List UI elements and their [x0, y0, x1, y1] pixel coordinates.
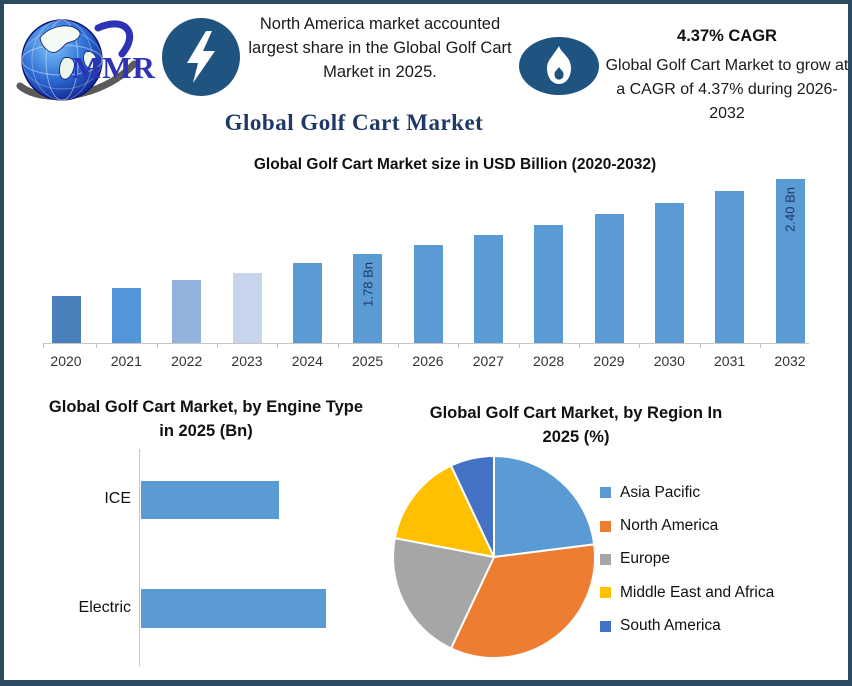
bar-2032: 2.40 Bn: [775, 179, 805, 343]
bar-2021: [111, 288, 141, 343]
x-axis-tick: [518, 344, 520, 348]
legend-swatch: [600, 487, 611, 499]
cagr-headline: 4.37% CAGR: [677, 27, 777, 45]
bar-electric: [141, 589, 326, 628]
bar-2030: [654, 203, 684, 343]
x-axis-tick: [277, 344, 279, 348]
bar-data-label: 2.40 Bn: [782, 187, 798, 232]
category-label-ice: ICE: [104, 490, 131, 507]
x-axis-label-2026: 2026: [412, 353, 444, 369]
legend-item-asia-pacific: Asia Pacific: [600, 476, 774, 509]
x-axis-label-2027: 2027: [472, 353, 504, 369]
bar-2024: [292, 263, 322, 343]
pie-slice-asia-pacific: [493, 455, 596, 558]
legend-item-middle-east-and-africa: Middle East and Africa: [600, 576, 774, 609]
bar-2028: [534, 225, 564, 343]
bar-2025: 1.78 Bn: [353, 254, 383, 343]
bar-2023: [232, 273, 262, 343]
x-axis-tick: [216, 344, 218, 348]
legend-label: Middle East and Africa: [620, 583, 775, 601]
x-axis-tick: [759, 344, 761, 348]
pie-legend: Asia Pacific North America Europe Middle Ea…: [600, 476, 774, 643]
right-callout: 4.37% CAGR Global Golf Cart Market to gr…: [600, 24, 849, 126]
pie-slice-europe: [392, 537, 495, 650]
x-axis-label-2029: 2029: [593, 353, 625, 369]
legend-label: Europe: [620, 550, 670, 568]
x-axis-label-2030: 2030: [653, 353, 685, 369]
bar-2031: [715, 191, 745, 343]
x-axis-label-2021: 2021: [110, 353, 142, 369]
legend-swatch: [600, 620, 611, 632]
left-callout-text: North America market accounted largest s…: [248, 15, 512, 81]
x-axis-tick: [699, 344, 701, 348]
category-label-electric: Electric: [78, 598, 131, 616]
flame-icon: [519, 37, 599, 95]
legend-label: South America: [620, 617, 721, 635]
bar-2029: [594, 214, 624, 343]
bar-2022: [172, 280, 202, 343]
region-pie-chart: Global Golf Cart Market, by Region In 20…: [388, 398, 848, 680]
x-axis-label-2031: 2031: [714, 353, 746, 369]
legend-label: North America: [620, 517, 719, 535]
pie-chart: [392, 455, 596, 659]
lightning-icon: [162, 18, 240, 96]
legend-swatch: [600, 553, 611, 565]
engine-type-chart: Global Golf Cart Market, by Engine Type …: [24, 394, 388, 680]
legend-label: Asia Pacific: [620, 483, 701, 501]
bar-2027: [473, 235, 503, 343]
x-axis-tick: [96, 344, 98, 348]
pie-slice-south-america: [450, 455, 495, 558]
bar-data-label: 1.78 Bn: [360, 262, 376, 307]
y-axis-line: [139, 449, 140, 666]
x-axis-label-2028: 2028: [533, 353, 565, 369]
legend-item-south-america: South America: [600, 610, 774, 643]
x-axis-tick: [397, 344, 399, 348]
x-axis-label-2022: 2022: [171, 353, 203, 369]
market-size-chart-title: Global Golf Cart Market size in USD Bill…: [253, 156, 657, 173]
x-axis-label-2020: 2020: [50, 353, 82, 369]
x-axis-tick: [458, 344, 460, 348]
x-axis-line: [43, 343, 809, 344]
bar-ice: [141, 481, 279, 519]
x-axis-label-2025: 2025: [352, 353, 384, 369]
x-axis-tick: [43, 344, 44, 348]
x-axis-label-2032: 2032: [774, 353, 806, 369]
logo-wordmark: MMR: [72, 50, 156, 85]
legend-item-europe: Europe: [600, 543, 774, 576]
x-axis-label-2023: 2023: [231, 353, 263, 369]
page-title: Global Golf Cart Market: [224, 110, 484, 135]
x-axis-tick: [639, 344, 641, 348]
legend-item-north-america: North America: [600, 509, 774, 542]
pie-slice-middle-east-and-africa: [393, 464, 495, 558]
bar-2020: [51, 296, 81, 343]
region-chart-title: Global Golf Cart Market, by Region In 20…: [429, 404, 723, 446]
x-axis-tick: [578, 344, 580, 348]
x-axis-tick: [337, 344, 339, 348]
market-size-bar-chart: 2020 2021 2022 2023 2024 1.78 Bn 2025 2026 2027 2…: [43, 179, 813, 379]
mmr-logo: MMR: [12, 8, 180, 106]
engine-chart-title: Global Golf Cart Market, by Engine Type …: [48, 398, 364, 440]
legend-swatch: [600, 520, 611, 532]
x-axis-label-2024: 2024: [291, 353, 323, 369]
globe-icon: [16, 19, 138, 101]
bar-2026: [413, 245, 443, 343]
x-axis-tick: [156, 344, 158, 348]
right-callout-text: Global Golf Cart Market to grow at a CAG…: [605, 57, 849, 122]
legend-swatch: [600, 587, 611, 599]
